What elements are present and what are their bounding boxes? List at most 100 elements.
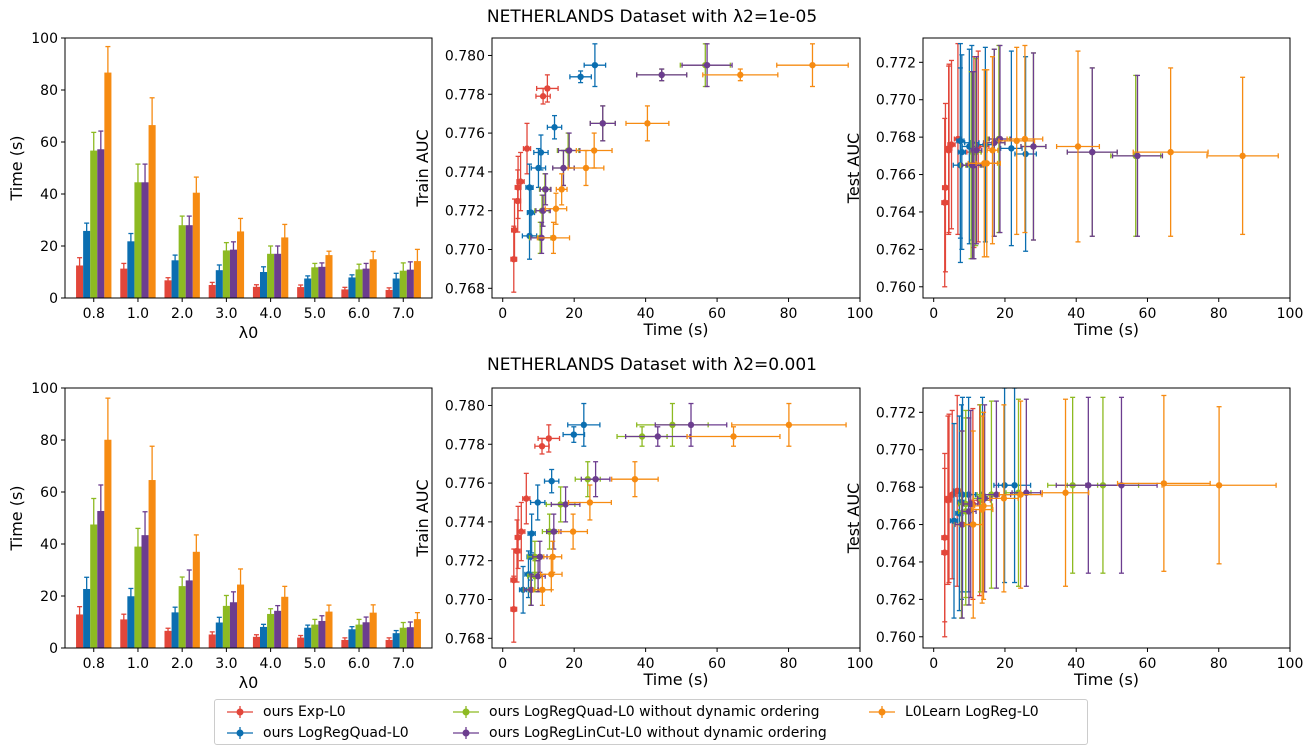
y-axis-label: Test AUC <box>844 133 863 204</box>
bar <box>355 269 363 298</box>
bar <box>171 260 179 298</box>
test-auc-chart-1: 0 20 40 60 80 1000.7600.7620.7640.7660.7680.7… <box>844 387 1303 689</box>
legend-marker-icon <box>227 706 253 718</box>
data-point <box>1167 148 1174 156</box>
bar <box>178 586 186 648</box>
data-point <box>565 147 573 154</box>
y-tick-label: 0.772 <box>876 55 916 71</box>
data-point <box>592 475 599 483</box>
bar <box>304 627 312 648</box>
bar <box>97 510 105 648</box>
plot-area <box>510 402 847 643</box>
bar <box>267 253 275 298</box>
y-tick-label: 0.780 <box>445 398 485 414</box>
y-axis-label: Test AUC <box>844 483 863 554</box>
y-tick-label: 20 <box>40 589 58 605</box>
axes-frame <box>64 37 433 299</box>
x-tick-label: 7.0 <box>392 306 414 322</box>
x-tick-label: 20 <box>565 656 583 672</box>
data-point <box>958 148 966 156</box>
bar <box>311 624 319 648</box>
data-point <box>809 61 816 69</box>
bar <box>311 267 319 298</box>
x-tick-label: 100 <box>847 306 874 322</box>
y-tick-label: 0.764 <box>876 205 916 221</box>
legend-label: ours Exp-L0 <box>263 704 346 720</box>
bar <box>134 182 142 298</box>
bar <box>362 622 370 648</box>
bar <box>120 619 128 648</box>
x-tick-label: 0 <box>929 306 938 322</box>
data-point <box>730 433 737 440</box>
data-point <box>542 186 549 193</box>
bar <box>267 613 275 648</box>
bar <box>127 241 135 298</box>
bar <box>141 535 149 648</box>
data-point <box>993 491 1000 498</box>
data-point <box>687 421 695 429</box>
x-tick-label: 40 <box>1067 306 1085 322</box>
data-point <box>658 71 665 79</box>
bar <box>208 634 216 648</box>
data-point <box>517 178 524 185</box>
data-point <box>980 502 987 510</box>
data-point <box>983 160 990 167</box>
train-auc-chart-0: 0 20 40 60 80 100 0.768 0.770 0.772 0.774 0.776 0.7… <box>413 37 874 339</box>
y-tick-label: 20 <box>40 239 58 255</box>
y-tick-label: 0.778 <box>445 437 485 453</box>
bar <box>148 480 156 648</box>
data-point <box>552 205 560 212</box>
y-tick-label: 80 <box>40 83 58 99</box>
axes-frame <box>922 37 1291 299</box>
x-tick-label: 100 <box>1277 306 1304 322</box>
data-point <box>631 475 639 483</box>
figure: NETHERLANDS Dataset with λ2=1e-05 NETHERL… <box>7 7 1304 692</box>
bar <box>413 619 421 648</box>
bar <box>399 627 407 648</box>
y-tick-label: 0.768 <box>876 130 916 146</box>
bar <box>104 439 112 648</box>
data-point <box>1062 489 1069 496</box>
y-tick-label: 0.770 <box>445 242 485 258</box>
data-point <box>545 435 553 442</box>
x-tick-label: 1.0 <box>127 306 149 322</box>
x-tick-label: 0 <box>929 656 938 672</box>
data-point <box>942 184 949 191</box>
x-axis-label: Time (s) <box>642 320 708 339</box>
bar <box>83 230 91 298</box>
x-tick-label: 60 <box>708 306 726 322</box>
data-point <box>544 85 551 92</box>
y-tick-label: 0.762 <box>876 242 916 258</box>
data-point <box>539 93 547 100</box>
data-point <box>523 145 531 152</box>
train-auc-chart-1: 0 20 40 60 80 100 0.768 0.770 0.772 0.774 0.776 0.7… <box>413 387 873 689</box>
legend-marker-icon <box>869 706 895 718</box>
data-point <box>957 137 964 145</box>
bar <box>164 280 172 298</box>
data-point <box>989 147 996 154</box>
bar <box>222 250 230 298</box>
y-tick-label: 0.768 <box>445 631 485 647</box>
bar <box>281 596 289 648</box>
y-tick-label: 0.776 <box>445 476 485 492</box>
y-tick-label: 0.780 <box>445 48 485 64</box>
y-tick-label: 0.770 <box>876 443 916 459</box>
x-tick-label: 2.0 <box>171 656 193 672</box>
data-point <box>550 234 557 242</box>
bar <box>90 150 98 298</box>
bar <box>318 266 326 298</box>
bar <box>259 272 268 298</box>
bar <box>252 286 260 298</box>
data-point <box>973 147 980 154</box>
x-axis-label: λ0 <box>239 323 259 342</box>
data-point <box>948 141 955 148</box>
bar <box>297 637 305 648</box>
data-point <box>526 184 533 191</box>
data-point <box>599 120 606 127</box>
row-title: NETHERLANDS Dataset with λ2=1e-05 <box>487 7 817 27</box>
data-point <box>570 431 578 438</box>
data-point <box>536 553 544 561</box>
data-point <box>590 147 598 154</box>
bar <box>134 546 142 648</box>
legend-label: L0Learn LogReg-L0 <box>905 704 1039 720</box>
